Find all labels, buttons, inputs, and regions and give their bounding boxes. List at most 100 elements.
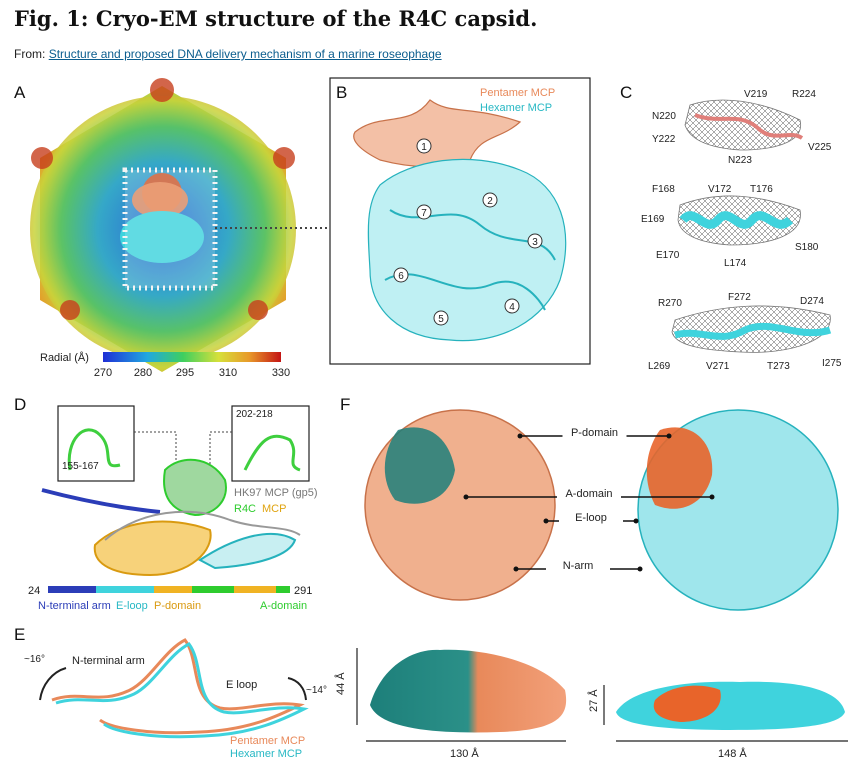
subunit-marker: [527, 233, 543, 249]
bar-end: 291: [294, 585, 312, 597]
hex-height-label: 27 Å: [587, 689, 600, 712]
residue-label: F168: [652, 184, 675, 195]
callout-label-bg: [559, 511, 623, 524]
subunit-number: 3: [532, 237, 538, 248]
callout-dot: [666, 433, 672, 439]
inset-right-loop: [243, 434, 301, 472]
inset-left-loop: [67, 428, 121, 471]
subunit-markers: 1 2 3 4 5 6 7: [393, 138, 543, 326]
callout-label-bg: [546, 559, 610, 572]
residue-label: E169: [641, 214, 665, 225]
angle-left: ~16°: [24, 654, 45, 665]
mcp-label: MCP: [262, 503, 286, 515]
panel-a-label: A: [14, 83, 26, 102]
residue-label: Y222: [652, 134, 676, 145]
subunit-number: 2: [487, 196, 493, 207]
callout-dot: [633, 518, 639, 524]
panel-e: E ~16° N-terminal arm E loop ~14° Pentam…: [14, 625, 327, 760]
hexamer-trace: [55, 642, 309, 739]
residue-label: N220: [652, 111, 676, 122]
subunit-number: 4: [509, 302, 515, 313]
hexamer-side-view: [616, 681, 845, 730]
mcp-structure-pdomain: [93, 520, 212, 577]
domain-callout-label: E-loop: [575, 512, 607, 524]
residue-label: V219: [744, 89, 768, 100]
callout-dot: [543, 518, 549, 524]
hexamer-ribbon: [367, 158, 567, 342]
rotation-arrow-left: [39, 667, 67, 701]
capsid-vertex: [31, 147, 53, 169]
domain-callout-label: N-arm: [563, 560, 594, 572]
panel-d: D 155-167 202-218 HK97 MCP (gp5) R4C MCP…: [14, 395, 318, 612]
colorbar-tick-label: 330: [272, 367, 290, 379]
residue-label: E170: [656, 250, 680, 261]
panel-f: F P-domain A-domain E-loop N-arm 44 Å 130 Å…: [334, 395, 848, 760]
residue-label: T273: [767, 361, 790, 372]
colorbar-ticks: 270 280 295 310 330: [94, 367, 290, 379]
callout-dot: [513, 566, 519, 572]
legend-hexamer-e: Hexamer MCP: [230, 748, 302, 760]
panel-c: C V219 R224 N220 Y222 N223 V225 F168 V172 T176 E1…: [620, 83, 842, 372]
domain-label-eloop: E-loop: [116, 600, 148, 612]
subunit-marker: [433, 310, 449, 326]
callout-label-bg: [557, 487, 621, 500]
rotation-arrow-right: [287, 677, 307, 701]
pentamer-trace: [51, 638, 305, 735]
source-line: From: Structure and proposed DNA deliver…: [14, 47, 442, 61]
legend-hexamer: Hexamer MCP: [480, 102, 552, 114]
mcp-structure-nterm: [41, 488, 161, 514]
source-article-link[interactable]: Structure and proposed DNA delivery mech…: [48, 47, 442, 61]
pentamer-highlight-subunit: [384, 427, 455, 504]
selection-box: [122, 167, 218, 291]
colorbar-tick-label: 310: [219, 367, 237, 379]
hexamer-ribbon-detail: [384, 273, 546, 311]
residue-chain-1: [694, 113, 804, 140]
hex-width-label: 148 Å: [718, 747, 747, 760]
bar-start: 24: [28, 585, 40, 597]
residue-label: S180: [795, 242, 819, 253]
subunit-number: 6: [398, 271, 404, 282]
colorbar-tick-label: 270: [94, 367, 112, 379]
residue-label: D274: [800, 296, 824, 307]
domain-callout-label: A-domain: [565, 488, 612, 500]
domain-callouts: P-domain A-domain E-loop N-arm: [463, 426, 715, 572]
highlighted-pentamer: [132, 182, 188, 218]
residue-labels: V219 R224 N220 Y222 N223 V225 F168 V172 T176 E169…: [641, 89, 842, 372]
domain-label-pdomain: P-domain: [154, 600, 201, 612]
residue-label: N223: [728, 155, 752, 166]
capsid-vertex: [248, 300, 268, 320]
residue-label: V271: [706, 361, 730, 372]
legend-pentamer: Pentamer MCP: [480, 87, 555, 99]
residue-label: V172: [708, 184, 732, 195]
colorbar-tick-label: 295: [176, 367, 194, 379]
callout-dot: [463, 494, 469, 500]
from-label: From:: [14, 47, 46, 61]
colorbar-title: Radial (Å): [40, 351, 89, 364]
nterm-label-e: N-terminal arm: [72, 655, 145, 667]
hexamer-side-highlight: [653, 685, 721, 722]
residue-label: R270: [658, 298, 682, 309]
pentamer-side-view: [370, 649, 567, 733]
highlighted-hexamer: [120, 211, 204, 263]
hexamer-highlight-subunit: [646, 427, 713, 509]
capsid-vertex: [150, 78, 174, 102]
bar-segment-adomain-2: [276, 586, 290, 593]
callout-dot: [517, 433, 523, 439]
angle-right: ~14°: [306, 685, 327, 696]
colorbar: [103, 352, 281, 362]
panel-a: A Radial (Å) 270 280 295 310 330: [14, 78, 330, 379]
residue-label: T176: [750, 184, 773, 195]
colorbar-tick-label: 280: [134, 367, 152, 379]
legend-pentamer-e: Pentamer MCP: [230, 735, 305, 747]
panel-f-label: F: [340, 395, 350, 414]
bar-segment-pdomain: [154, 586, 192, 593]
subunit-number: 7: [421, 208, 427, 219]
inset-right-range: 202-218: [236, 409, 273, 420]
residue-label: R224: [792, 89, 816, 100]
subunit-marker: [393, 267, 409, 283]
domain-label-nterm: N-terminal arm: [38, 600, 111, 612]
panel-e-label: E: [14, 625, 25, 644]
callout-dot: [637, 566, 643, 572]
mcp-structure-eloop: [198, 532, 297, 570]
figure-title: Fig. 1: Cryo-EM structure of the R4C cap…: [14, 6, 538, 31]
